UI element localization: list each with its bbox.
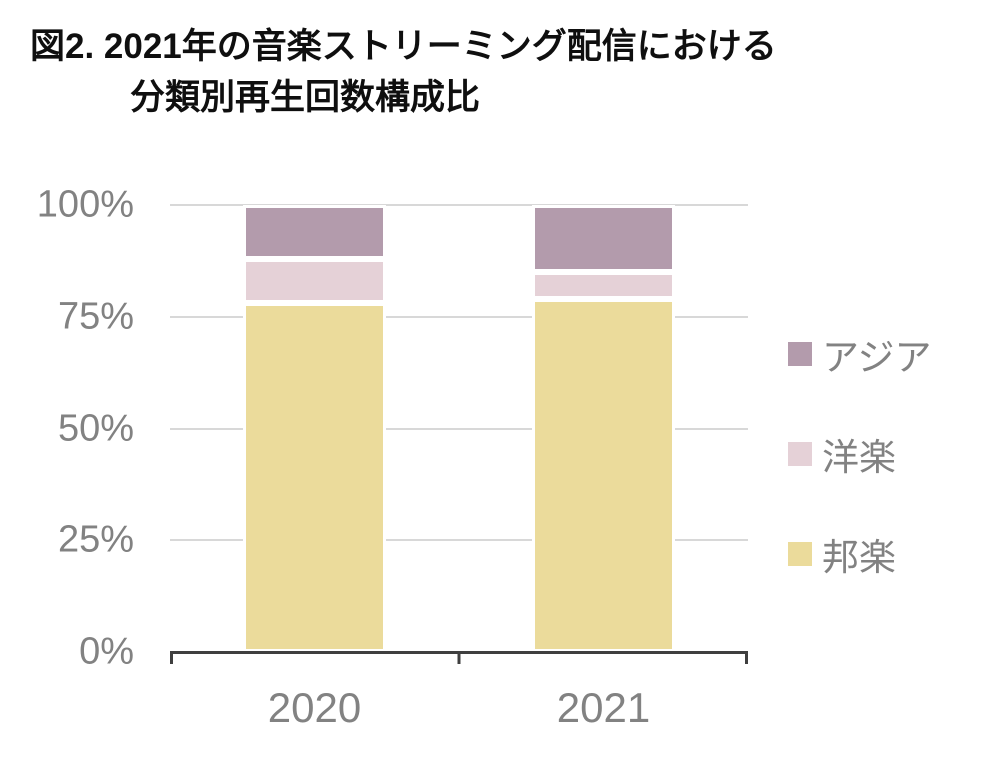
- legend-swatch: [788, 442, 812, 466]
- chart-title: 図2. 2021年の音楽ストリーミング配信における 分類別再生回数構成比: [30, 22, 777, 124]
- axis-tick: [457, 651, 461, 664]
- bar-segment: [532, 272, 675, 299]
- legend-label: 洋楽: [822, 437, 896, 478]
- y-tick-label: 25%: [57, 518, 134, 561]
- plot-area: [170, 204, 748, 653]
- y-tick-label: 100%: [36, 183, 134, 226]
- x-axis-line: [170, 651, 748, 664]
- legend-item: 洋楽: [788, 427, 932, 481]
- chart-title-line2: 分類別再生回数構成比: [130, 77, 481, 117]
- x-axis-labels: 2020 2021: [170, 684, 748, 732]
- x-tick-label: 2020: [267, 684, 362, 731]
- y-tick-label: 0%: [79, 630, 134, 673]
- legend-item: アジア: [788, 327, 932, 381]
- legend-item: 邦楽: [788, 527, 932, 581]
- bar-stack: [243, 205, 386, 652]
- gridline: [170, 539, 748, 542]
- gridline: [170, 204, 748, 206]
- y-axis-labels: 100% 75% 50% 25% 0%: [0, 184, 140, 673]
- y-tick-label: 50%: [57, 407, 134, 449]
- chart-title-line1: 図2. 2021年の音楽ストリーミング配信における: [30, 27, 777, 66]
- legend-label: 邦楽: [822, 537, 896, 578]
- gridline: [170, 427, 748, 430]
- legend-swatch: [788, 542, 812, 566]
- legend: アジア 洋楽 邦楽: [788, 327, 932, 581]
- bar-segment: [532, 205, 675, 273]
- legend-label: アジア: [822, 337, 932, 378]
- bar-segment: [243, 303, 386, 652]
- bar-segment: [243, 205, 386, 259]
- bar-segment: [243, 258, 386, 304]
- x-tick-label: 2021: [556, 684, 651, 731]
- bar-stack: [532, 205, 675, 652]
- gridline: [170, 315, 748, 318]
- y-tick-label: 75%: [57, 295, 134, 338]
- legend-swatch: [788, 342, 812, 366]
- axis-tick: [170, 651, 173, 664]
- axis-tick: [745, 651, 748, 664]
- bar-segment: [532, 298, 675, 652]
